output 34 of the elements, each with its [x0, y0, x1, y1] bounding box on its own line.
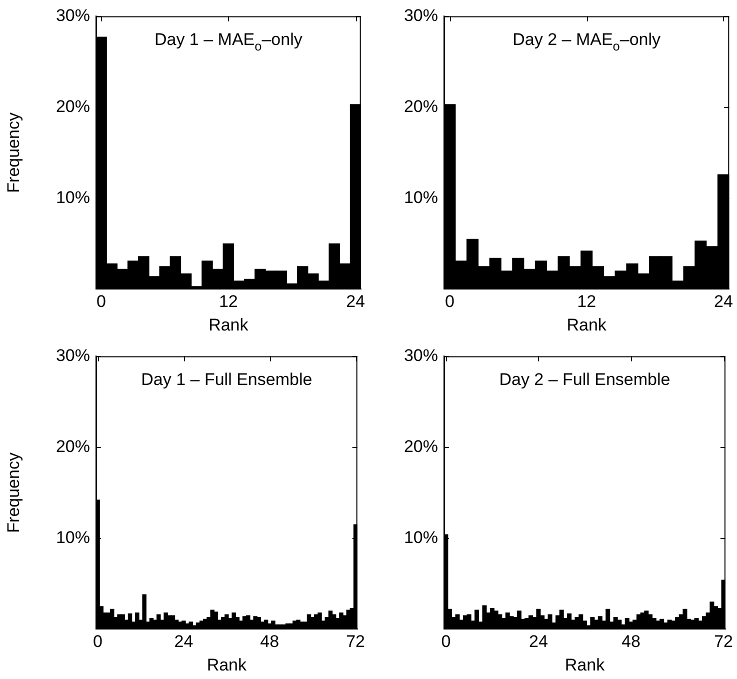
x-tick-label: 48	[260, 632, 280, 652]
x-tick-label: 12	[218, 292, 238, 312]
y-tick-label: 10%	[56, 528, 90, 547]
x-tick-label: 24	[346, 292, 366, 312]
x-axis-title: Rank	[564, 655, 606, 674]
x-tick-label: 24	[528, 632, 548, 652]
x-tick-label: 72	[714, 632, 733, 652]
y-tick-label: 20%	[56, 436, 90, 456]
x-tick-label: 24	[714, 292, 733, 312]
y-tick-label: 20%	[404, 96, 438, 116]
text: Day 1 – Full Ensemble	[141, 370, 312, 389]
y-tick-label: 20%	[404, 436, 438, 456]
y-tick-label: 30%	[56, 346, 90, 365]
y-tick-label: 10%	[56, 188, 90, 207]
x-tick-label: 72	[346, 632, 366, 652]
x-tick-label: 12	[577, 292, 596, 312]
y-axis-title: Frequency	[4, 112, 23, 193]
x-axis-title: Rank	[206, 655, 248, 674]
text: Day 2 – Full Ensemble	[499, 370, 670, 389]
x-axis-title: Rank	[566, 315, 607, 334]
y-tick-label: 20%	[56, 96, 90, 116]
x-axis-title: Rank	[208, 315, 249, 334]
y-tick-label: 30%	[404, 6, 438, 25]
x-tick-label: 0	[441, 632, 451, 652]
x-tick-label: 48	[622, 632, 640, 652]
y-tick-label: 10%	[404, 528, 438, 547]
x-tick-label: 0	[93, 632, 103, 652]
y-tick-label: 30%	[404, 346, 438, 365]
x-tick-label: 24	[174, 632, 194, 652]
y-axis-title: Frequency	[4, 452, 23, 533]
y-tick-label: 10%	[404, 188, 438, 207]
x-tick-label: 0	[444, 292, 454, 312]
x-tick-label: 0	[96, 292, 106, 312]
y-tick-label: 30%	[56, 6, 90, 25]
